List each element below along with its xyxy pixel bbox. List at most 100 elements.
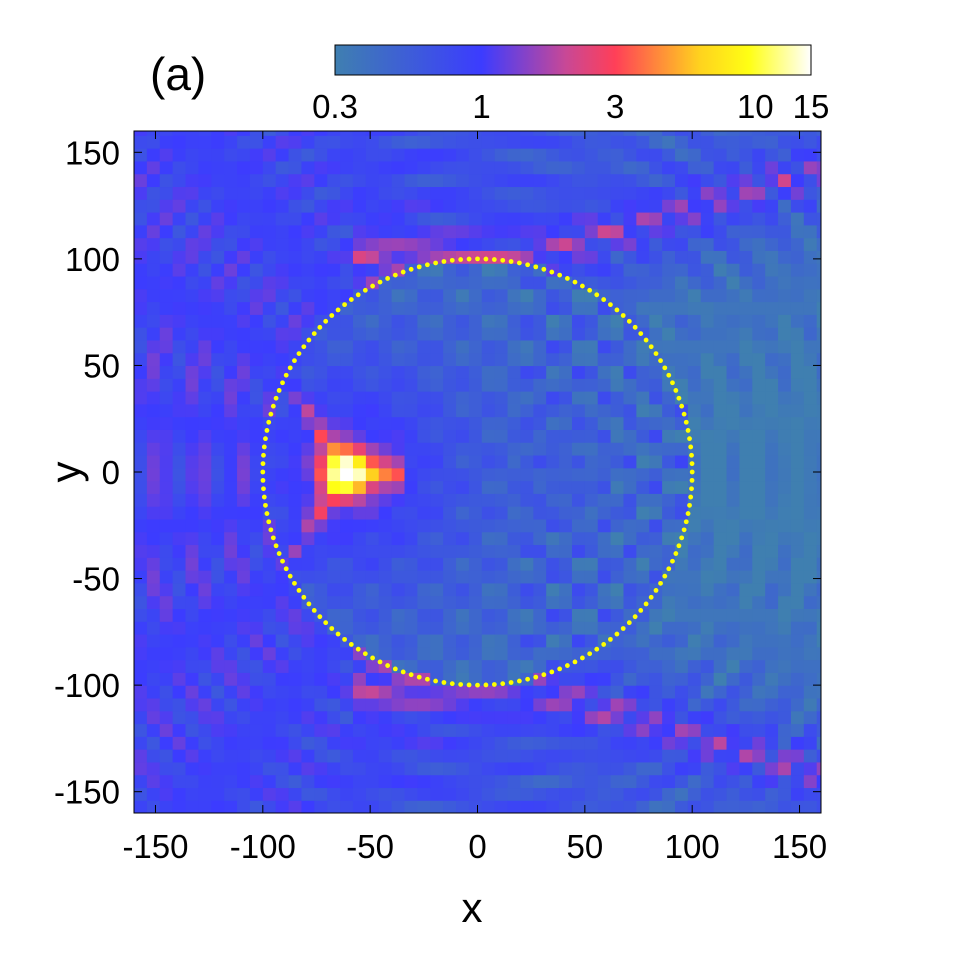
heatmap-cell [198, 148, 212, 162]
heatmap-cell [610, 749, 625, 763]
heatmap-cell [662, 173, 676, 188]
heatmap-cell [468, 211, 483, 226]
heatmap-cell [378, 173, 393, 188]
heatmap-cell [249, 621, 264, 635]
heatmap-cell [675, 480, 689, 494]
heatmap-cell [713, 211, 728, 226]
heatmap-cell [198, 493, 212, 507]
heatmap-cell [198, 391, 212, 405]
heatmap-cell [610, 672, 625, 686]
heatmap-cell [584, 301, 599, 315]
heatmap-cell [765, 710, 779, 725]
heatmap-cell [507, 327, 522, 341]
heatmap-cell [649, 710, 663, 725]
heatmap-cell [456, 237, 470, 251]
heatmap-cell [237, 131, 251, 136]
heatmap-cell [224, 378, 238, 392]
heatmap-cell [571, 710, 586, 725]
circle-dot [580, 655, 585, 661]
heatmap-cell [468, 237, 483, 251]
heatmap-cell [159, 685, 174, 699]
heatmap-cell [752, 800, 766, 813]
heatmap-cell [198, 633, 212, 648]
heatmap-cell [468, 800, 483, 813]
heatmap-cell [713, 518, 728, 533]
heatmap-cell [378, 570, 393, 584]
heatmap-cell [211, 723, 225, 737]
heatmap-cell [443, 391, 457, 405]
heatmap-cell [314, 646, 328, 661]
heatmap-cell [546, 800, 560, 813]
heatmap-cell [816, 186, 821, 200]
heatmap-cell [687, 391, 702, 405]
heatmap-cell [159, 327, 174, 341]
heatmap-cell [662, 480, 676, 494]
circle-dot [276, 388, 282, 393]
circle-dot [689, 452, 694, 458]
heatmap-cell [713, 314, 728, 328]
heatmap-cell [146, 131, 161, 136]
heatmap-cell [275, 237, 290, 251]
heatmap-cell [224, 454, 238, 469]
heatmap-cell [790, 391, 805, 405]
heatmap-cell [340, 148, 354, 162]
heatmap-cell [700, 416, 715, 430]
heatmap-cell [443, 327, 457, 341]
heatmap-cell [262, 467, 277, 482]
heatmap-cell [365, 672, 380, 686]
heatmap-cell [301, 608, 315, 622]
heatmap-cell [726, 250, 741, 264]
heatmap-cell [739, 761, 753, 776]
circle-dot [385, 276, 391, 281]
heatmap-cell [597, 416, 612, 430]
heatmap-cell [288, 544, 303, 558]
heatmap-cell [275, 787, 290, 801]
heatmap-cell [739, 800, 753, 813]
heatmap-cell [198, 595, 212, 609]
heatmap-cell [198, 787, 212, 801]
circle-dot [292, 358, 297, 364]
heatmap-cell [211, 454, 225, 469]
heatmap-cell [687, 199, 702, 213]
heatmap-cell [675, 749, 689, 763]
heatmap-cell [803, 582, 818, 597]
heatmap-cell [790, 736, 805, 750]
heatmap-cell [275, 633, 290, 648]
heatmap-cell [623, 429, 637, 443]
heatmap-cell [134, 595, 148, 609]
heatmap-cell [211, 672, 225, 686]
heatmap-cell [739, 301, 753, 315]
heatmap-cell [584, 314, 599, 328]
heatmap-cell [456, 173, 470, 188]
heatmap-cell [365, 365, 380, 379]
heatmap-cell [675, 275, 689, 290]
heatmap-cell [391, 314, 406, 328]
heatmap-cell [636, 493, 650, 507]
heatmap-cell [713, 672, 728, 686]
heatmap-cell [623, 454, 637, 469]
heatmap-cell [172, 429, 187, 443]
heatmap-cell [610, 685, 625, 699]
heatmap-cell [430, 301, 444, 315]
heatmap-cell [790, 211, 805, 226]
heatmap-cell [456, 570, 470, 584]
y-tick-label: -150 [54, 774, 120, 811]
heatmap-cell [765, 480, 779, 494]
heatmap-cell [134, 199, 148, 213]
heatmap-cell [288, 800, 303, 813]
circle-dot [572, 279, 578, 285]
heatmap-cell [443, 211, 457, 226]
heatmap-cell [159, 595, 174, 609]
heatmap-cell [468, 518, 483, 533]
heatmap-cell [365, 173, 380, 188]
heatmap-cell [739, 646, 753, 661]
heatmap-cell [237, 250, 251, 264]
heatmap-cell [314, 224, 328, 239]
heatmap-cell [417, 621, 431, 635]
heatmap-cell [352, 148, 367, 162]
heatmap-cell [211, 608, 225, 622]
heatmap-cell [765, 557, 779, 571]
heatmap-cell [649, 131, 663, 136]
heatmap-cell [649, 736, 663, 750]
circle-dot [500, 681, 506, 687]
